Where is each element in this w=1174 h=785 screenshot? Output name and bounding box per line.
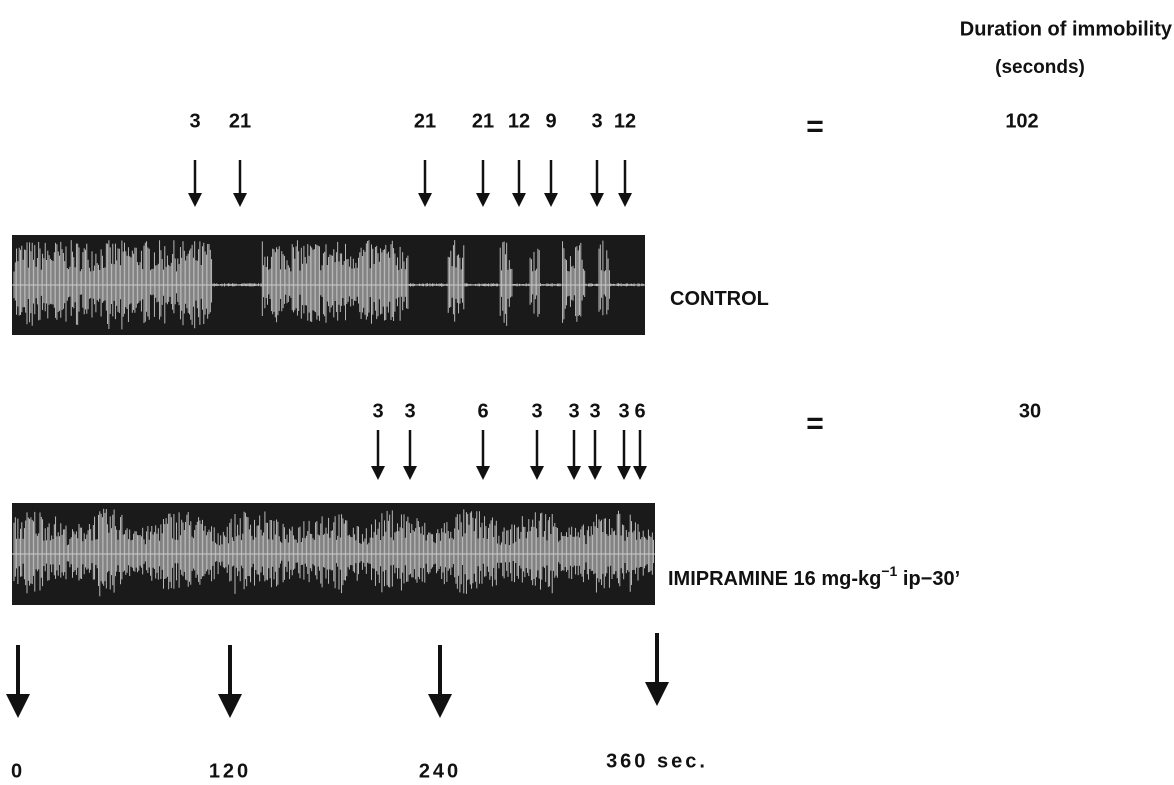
episode-label: 12 (508, 110, 530, 132)
condition-label: IMIPRAMINE 16 mg-kg−1 ip−30’ (668, 563, 960, 591)
arrow-head (617, 466, 631, 480)
arrow (476, 430, 490, 480)
episode-label: 21 (414, 110, 436, 132)
arrow-head (588, 466, 602, 480)
arrow-head (428, 694, 452, 718)
episode-label: 3 (372, 400, 383, 422)
arrow (188, 160, 202, 207)
episode-label: 6 (477, 400, 488, 422)
header-unit: (seconds) (995, 57, 1085, 78)
condition-superscript: −1 (881, 563, 897, 579)
arrow (590, 160, 604, 207)
arrow (476, 160, 490, 207)
arrow (567, 430, 581, 480)
episode-label: 6 (634, 400, 645, 422)
arrow (6, 645, 30, 718)
arrow-head (618, 193, 632, 207)
arrow (530, 430, 544, 480)
episode-label: 3 (618, 400, 629, 422)
arrow-head (633, 466, 647, 480)
time-label: 240 (419, 760, 461, 782)
arrow (512, 160, 526, 207)
condition-name: IMIPRAMINE 16 mg-kg (668, 568, 881, 590)
arrow (645, 633, 669, 706)
episode-label: 3 (404, 400, 415, 422)
condition-label: CONTROL (670, 288, 769, 310)
episode-label: 21 (472, 110, 494, 132)
arrow-head (645, 682, 669, 706)
arrow (617, 430, 631, 480)
arrow (618, 160, 632, 207)
arrow-head (371, 466, 385, 480)
arrow-head (218, 694, 242, 718)
arrow (588, 430, 602, 480)
episode-label: 3 (589, 400, 600, 422)
arrow (403, 430, 417, 480)
episode-label: 9 (545, 110, 556, 132)
equals-sign: = (806, 110, 824, 143)
episode-label: 12 (614, 110, 636, 132)
episode-label: 3 (531, 400, 542, 422)
arrow-head (567, 466, 581, 480)
total: 102 (1005, 110, 1038, 132)
episode-label: 3 (189, 110, 200, 132)
arrow-head (233, 193, 247, 207)
condition-name: CONTROL (670, 288, 769, 310)
episode-label: 21 (229, 110, 251, 132)
arrow-head (544, 193, 558, 207)
arrow-head (188, 193, 202, 207)
time-label: 0 (11, 760, 25, 782)
time-label: 360 sec. (606, 750, 708, 772)
arrow (428, 645, 452, 718)
arrow-head (476, 193, 490, 207)
arrow-head (530, 466, 544, 480)
arrow-head (512, 193, 526, 207)
arrow-head (590, 193, 604, 207)
total: 30 (1019, 400, 1041, 422)
episode-label: 3 (591, 110, 602, 132)
arrow (418, 160, 432, 207)
arrow (233, 160, 247, 207)
header-title: Duration of immobility (960, 18, 1173, 40)
arrow-head (6, 694, 30, 718)
arrow (544, 160, 558, 207)
arrow-head (476, 466, 490, 480)
time-label: 120 (209, 760, 251, 782)
arrow-head (403, 466, 417, 480)
arrow (218, 645, 242, 718)
equals-sign: = (806, 407, 824, 440)
episode-label: 3 (568, 400, 579, 422)
arrow-head (418, 193, 432, 207)
condition-detail: ip−30’ (897, 568, 960, 590)
arrow (633, 430, 647, 480)
arrow (371, 430, 385, 480)
